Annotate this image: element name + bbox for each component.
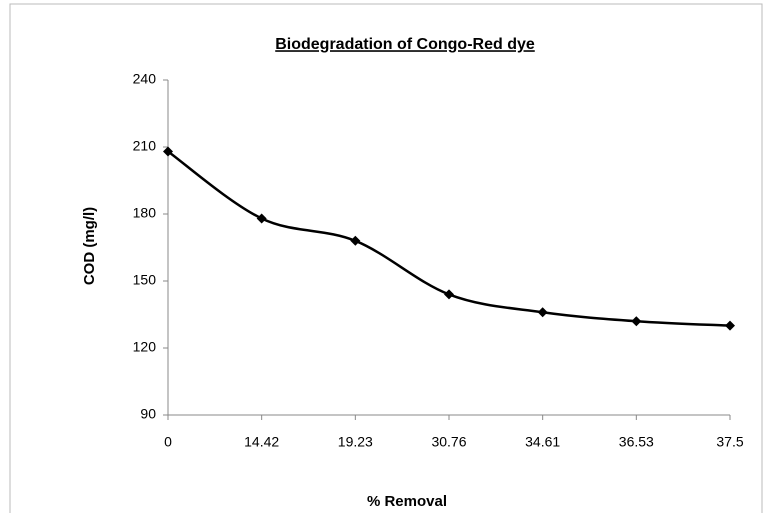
x-tick-label: 30.76	[431, 434, 466, 450]
x-tick-label: 14.42	[244, 434, 279, 450]
y-tick-label: 120	[133, 339, 157, 355]
y-axis-title: COD (mg/l)	[81, 207, 98, 285]
x-tick-label: 34.61	[525, 434, 560, 450]
marker	[631, 316, 642, 327]
y-tick-label: 90	[140, 406, 156, 422]
marker	[350, 235, 361, 246]
y-tick-label: 180	[133, 205, 157, 221]
y-tick-label: 150	[133, 272, 157, 288]
x-tick-label: 36.53	[619, 434, 654, 450]
marker	[163, 146, 173, 157]
marker	[725, 320, 735, 331]
marker	[256, 213, 267, 224]
y-tick-label: 240	[133, 71, 157, 87]
x-tick-label: 0	[164, 434, 172, 450]
marker	[444, 289, 454, 300]
x-axis-title: % Removal	[367, 493, 447, 510]
chart-title: Biodegradation of Congo-Red dye	[275, 36, 535, 53]
y-tick-label: 210	[133, 138, 157, 154]
marker	[537, 307, 548, 318]
x-tick-label: 19.23	[338, 434, 373, 450]
x-tick-label: 37.5	[716, 434, 743, 450]
